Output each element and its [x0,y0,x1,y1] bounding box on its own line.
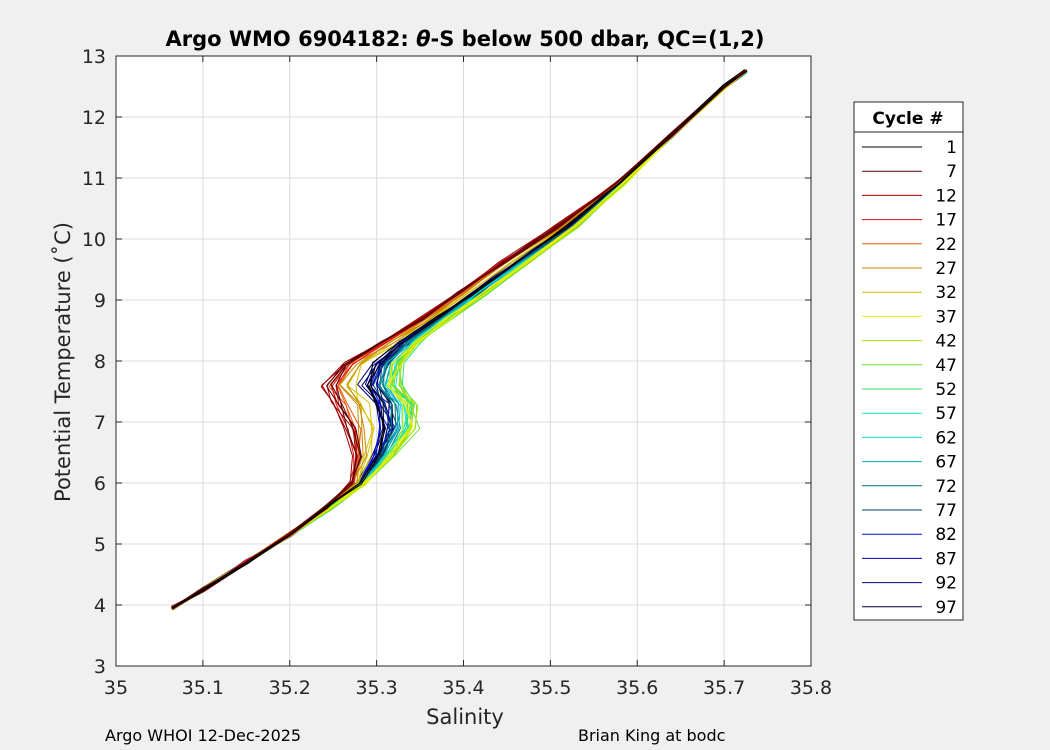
legend-label-97: 97 [935,598,957,618]
y-tick-label: 4 [94,595,106,617]
y-tick-label: 3 [94,656,106,678]
legend-label-67: 67 [935,453,957,473]
legend-label-92: 92 [935,574,957,594]
y-tick-label: 11 [82,168,106,190]
y-tick-label: 12 [82,107,106,129]
x-axis-label: Salinity [426,705,504,729]
y-tick-label: 8 [94,351,106,373]
chart-title: Argo WMO 6904182: θ-S below 500 dbar, QC… [165,27,764,51]
x-tick-label: 35.6 [616,677,658,699]
legend-label-12: 12 [935,186,957,206]
legend-label-42: 42 [935,332,957,352]
x-tick-label: 35.1 [182,677,224,699]
legend-label-17: 17 [935,211,957,231]
title-suffix: -S below 500 dbar, QC=(1,2) [431,27,765,51]
x-tick-label: 35.7 [703,677,745,699]
legend-label-27: 27 [935,259,957,279]
y-tick-label: 7 [94,412,106,434]
ticks: 35 35.1 35.2 35.3 35.4 35.5 35.6 35.7 35.8 3 4 5 6 7 8… [82,46,832,699]
legend-label-57: 57 [935,404,957,424]
legend-label-62: 62 [935,428,957,448]
series-line-cycle-7 [172,71,745,609]
legend-label-7: 7 [946,162,957,182]
legend-title: Cycle # [872,109,943,129]
legend: Cycle # 17121722273237424752576267727782… [853,101,964,621]
x-tick-label: 35.8 [790,677,832,699]
legend-label-32: 32 [935,283,957,303]
x-tick-label: 35.3 [355,677,397,699]
x-tick-label: 35.2 [269,677,311,699]
y-axis-label: Potential Temperature (˚C) [51,222,75,502]
legend-label-77: 77 [935,501,957,521]
legend-label-1: 1 [946,138,957,158]
footer-left-text: Argo WHOI 12-Dec-2025 [105,726,302,745]
footer-right-text: Brian King at bodc [578,726,726,745]
y-tick-label: 5 [94,534,106,556]
title-prefix: Argo WMO 6904182: [165,27,416,51]
series-layer [170,69,748,611]
legend-label-52: 52 [935,380,957,400]
y-tick-label: 10 [82,229,106,251]
y-tick-label: 6 [94,473,106,495]
y-tick-label: 9 [94,290,106,312]
x-tick-label: 35.4 [442,677,484,699]
x-tick-label: 35.5 [529,677,571,699]
legend-label-87: 87 [935,549,957,569]
y-tick-label: 13 [82,46,106,68]
legend-box [853,101,964,621]
legend-label-22: 22 [935,235,957,255]
legend-label-47: 47 [935,356,957,376]
legend-label-72: 72 [935,477,957,497]
x-tick-label: 35 [104,677,128,699]
legend-label-37: 37 [935,307,957,327]
title-theta: θ [416,27,430,51]
series-line-cycle-1 [172,70,748,610]
legend-label-82: 82 [935,525,957,545]
